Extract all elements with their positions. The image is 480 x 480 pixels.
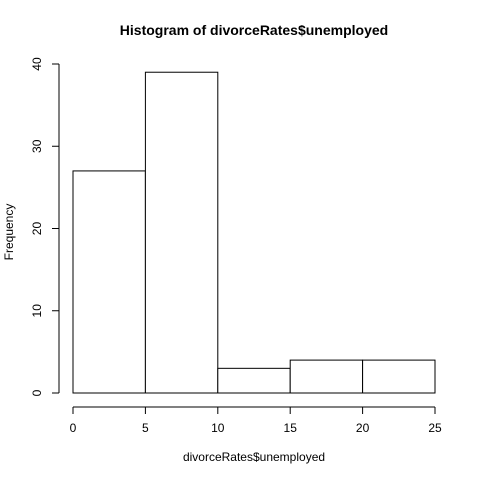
y-tick-label-2: 20 [30,222,44,236]
x-tick-label-3: 15 [284,421,298,435]
y-tick-label-1: 10 [30,304,44,318]
x-tick-label-1: 5 [142,421,149,435]
histogram-bar-4 [362,359,436,394]
x-tick-label-5: 25 [428,421,442,435]
y-tick-label-3: 30 [30,139,44,153]
y-axis: 0 10 20 30 40 [30,57,60,396]
x-tick-label-0: 0 [70,421,77,435]
bars-group [72,71,436,394]
y-tick-label-4: 40 [30,57,44,71]
y-axis-label: Frequency [2,204,16,261]
y-tick-label-0: 0 [30,389,44,396]
chart-title: Histogram of divorceRates$unemployed [120,22,388,38]
x-tick-label-4: 20 [356,421,370,435]
x-axis-label: divorceRates$unemployed [183,450,325,464]
histogram-bar-3 [289,359,364,394]
x-axis: 0 5 10 15 20 25 [70,406,442,435]
x-tick-label-2: 10 [211,421,225,435]
histogram-bar-2 [217,367,291,394]
histogram-bar-1 [144,71,219,394]
histogram-bar-0 [72,170,146,394]
